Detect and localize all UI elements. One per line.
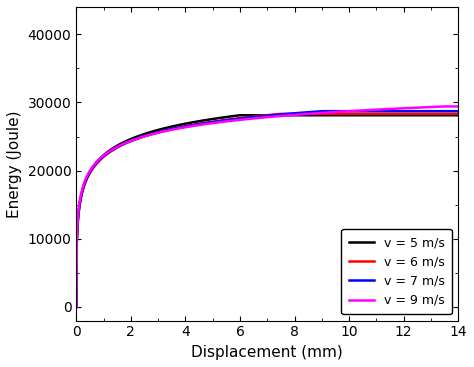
v = 7 m/s	[157, 130, 163, 134]
Line: v = 5 m/s: v = 5 m/s	[76, 115, 458, 307]
Legend: v = 5 m/s, v = 6 m/s, v = 7 m/s, v = 9 m/s: v = 5 m/s, v = 6 m/s, v = 7 m/s, v = 9 m…	[341, 229, 452, 315]
v = 6 m/s	[318, 112, 324, 116]
Line: v = 6 m/s: v = 6 m/s	[76, 114, 458, 307]
v = 6 m/s	[456, 112, 461, 116]
v = 7 m/s	[73, 305, 79, 309]
v = 6 m/s	[262, 113, 267, 118]
v = 7 m/s	[456, 109, 461, 113]
Line: v = 7 m/s: v = 7 m/s	[76, 111, 458, 307]
v = 5 m/s	[146, 130, 152, 135]
v = 7 m/s	[319, 109, 325, 113]
v = 6 m/s	[278, 112, 284, 116]
v = 9 m/s	[456, 104, 461, 109]
v = 5 m/s	[456, 113, 461, 117]
Y-axis label: Energy (Joule): Energy (Joule)	[7, 110, 22, 218]
v = 9 m/s	[412, 106, 418, 110]
v = 9 m/s	[237, 118, 242, 122]
v = 5 m/s	[237, 113, 243, 117]
v = 9 m/s	[445, 104, 450, 109]
Line: v = 9 m/s: v = 9 m/s	[76, 106, 458, 307]
v = 6 m/s	[164, 128, 170, 132]
v = 7 m/s	[350, 109, 356, 113]
v = 5 m/s	[73, 305, 79, 309]
v = 7 m/s	[182, 124, 188, 129]
v = 5 m/s	[381, 113, 386, 117]
v = 7 m/s	[409, 109, 414, 113]
X-axis label: Displacement (mm): Displacement (mm)	[191, 345, 343, 360]
v = 6 m/s	[73, 305, 79, 309]
v = 9 m/s	[219, 120, 225, 124]
v = 5 m/s	[286, 113, 292, 117]
v = 5 m/s	[138, 133, 144, 137]
v = 6 m/s	[154, 130, 160, 135]
v = 9 m/s	[451, 104, 456, 109]
v = 5 m/s	[129, 136, 135, 141]
v = 9 m/s	[73, 305, 79, 309]
v = 6 m/s	[395, 112, 401, 116]
v = 9 m/s	[200, 122, 205, 127]
v = 5 m/s	[224, 115, 230, 119]
v = 9 m/s	[442, 104, 447, 109]
v = 7 m/s	[299, 110, 305, 115]
v = 6 m/s	[144, 134, 149, 138]
v = 7 m/s	[170, 127, 176, 131]
